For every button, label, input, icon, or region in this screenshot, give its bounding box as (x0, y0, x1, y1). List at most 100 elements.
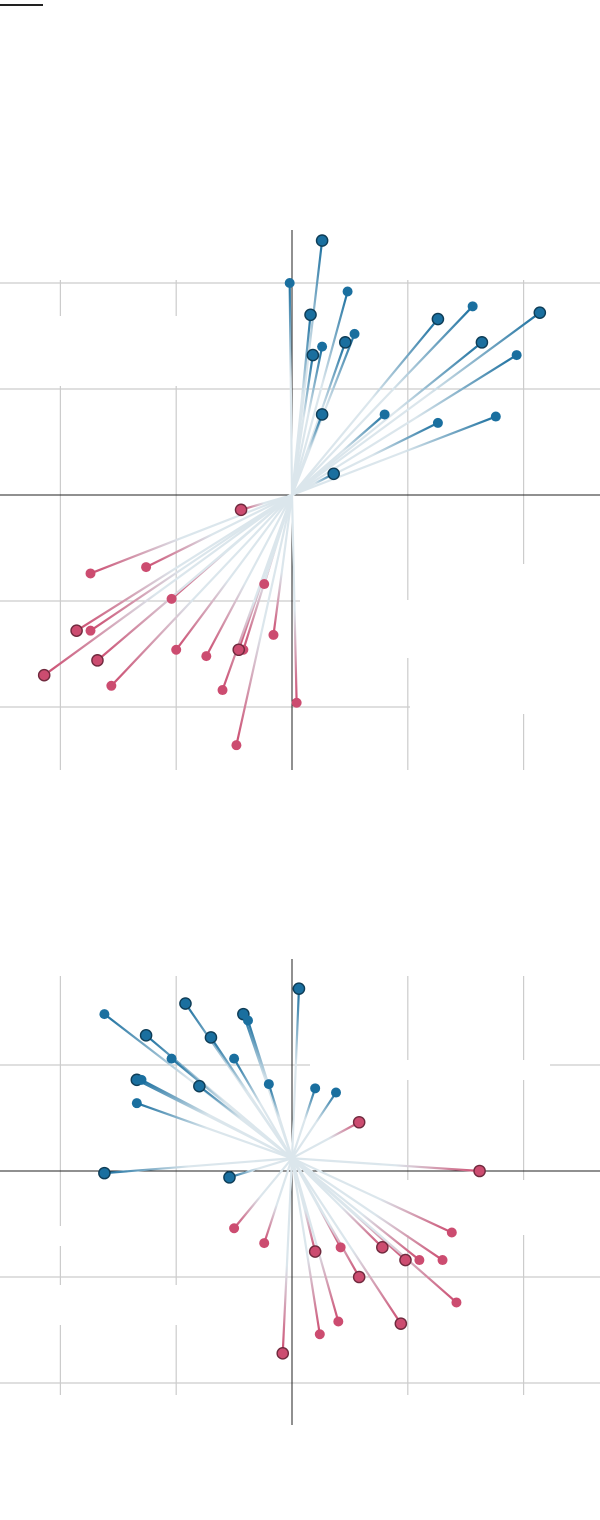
positive-point (242, 1015, 253, 1026)
positive-point (304, 308, 317, 322)
negative-point (473, 1164, 486, 1178)
positive-point (136, 1074, 147, 1085)
positive-point (99, 1009, 110, 1020)
positive-connector-line (290, 353, 518, 497)
negative-connector-line (175, 493, 294, 651)
negative-point (376, 1241, 389, 1254)
grid-mask (0, 1285, 240, 1325)
negative-point (291, 697, 302, 708)
positive-connector-line (290, 1087, 317, 1160)
positive-point (338, 336, 352, 349)
positive-connector-line (290, 472, 335, 497)
positive-point (431, 312, 445, 326)
negative-point (201, 651, 212, 662)
negative-point (171, 644, 182, 655)
connector-lines (103, 987, 481, 1355)
positive-point (284, 278, 295, 288)
negative-connector-line (96, 493, 294, 662)
negative-point (234, 503, 248, 517)
grid-mask (0, 956, 600, 976)
negative-connector-line (290, 1157, 481, 1173)
positive-point (306, 348, 320, 362)
positive-connector-line (103, 1157, 294, 1175)
negative-connector-line (89, 493, 294, 632)
grid-mask (380, 1180, 600, 1235)
positive-point (263, 1079, 274, 1090)
positive-point (223, 1171, 236, 1184)
positive-connector-line (290, 305, 474, 497)
positive-connector-line (290, 345, 324, 497)
positive-connector-line (290, 290, 349, 497)
positive-point (327, 467, 340, 481)
negative-connector-line (263, 1157, 294, 1245)
negative-connector-line (43, 493, 294, 677)
negative-point (166, 593, 177, 604)
positive-point (315, 234, 329, 247)
grid (0, 956, 600, 1425)
scatter-chart-top (0, 160, 600, 770)
negative-connector-line (221, 493, 294, 692)
positive-point (379, 409, 390, 420)
negative-point (335, 1242, 346, 1253)
negative-point (70, 624, 83, 637)
negative-connector-line (290, 1157, 402, 1325)
negative-point (394, 1317, 408, 1330)
negative-point (333, 1316, 344, 1327)
negative-connector-line (290, 1157, 421, 1262)
negative-point (37, 668, 51, 682)
positive-connector-line (290, 317, 440, 497)
positive-point (166, 1053, 177, 1064)
negative-point (437, 1255, 448, 1266)
positive-point (349, 328, 360, 339)
negative-point (399, 1253, 412, 1267)
positive-connector-line (290, 353, 314, 497)
negative-point (231, 740, 242, 751)
positive-point (229, 1053, 240, 1064)
negative-point (91, 654, 104, 667)
connector-lines (43, 239, 541, 747)
negative-point (229, 1223, 240, 1234)
positive-point (467, 301, 478, 312)
positive-point (179, 997, 192, 1010)
negative-point (451, 1297, 462, 1308)
positive-point (292, 982, 306, 995)
positive-connector-line (290, 987, 301, 1160)
positive-point (310, 1083, 321, 1094)
negative-point (85, 568, 96, 579)
negative-point (414, 1255, 425, 1266)
negative-point (268, 629, 279, 640)
grid (0, 160, 600, 770)
negative-connector-line (290, 1157, 444, 1262)
positive-point (317, 341, 328, 352)
positive-point (432, 417, 443, 428)
positive-point (511, 350, 522, 361)
negative-point (232, 643, 246, 657)
negative-connector-line (233, 1157, 294, 1230)
positive-connector-line (228, 1157, 294, 1179)
grid-mask (300, 600, 560, 658)
positive-connector-line (290, 311, 541, 497)
positive-point (193, 1079, 206, 1093)
positive-point (475, 336, 489, 349)
negative-connector-line (290, 1157, 458, 1304)
negative-connector-line (110, 493, 294, 687)
negative-connector-line (281, 1157, 294, 1355)
positive-point (315, 408, 329, 421)
negative-connector-line (89, 493, 294, 575)
negative-point (106, 680, 117, 691)
negative-point (352, 1270, 366, 1284)
grid-mask (0, 1226, 70, 1246)
positive-point (342, 286, 353, 297)
negative-connector-line (205, 493, 294, 658)
negative-connector-line (290, 1121, 361, 1160)
positive-connector-line (290, 413, 324, 497)
positive-connector-line (209, 1036, 294, 1160)
negative-point (259, 1238, 270, 1249)
positive-point (139, 1029, 153, 1042)
positive-point (98, 1166, 111, 1180)
positive-connector-line (198, 1085, 294, 1160)
negative-connector-line (290, 1157, 321, 1336)
negative-point (308, 1245, 322, 1258)
positive-connector-line (135, 1102, 294, 1160)
